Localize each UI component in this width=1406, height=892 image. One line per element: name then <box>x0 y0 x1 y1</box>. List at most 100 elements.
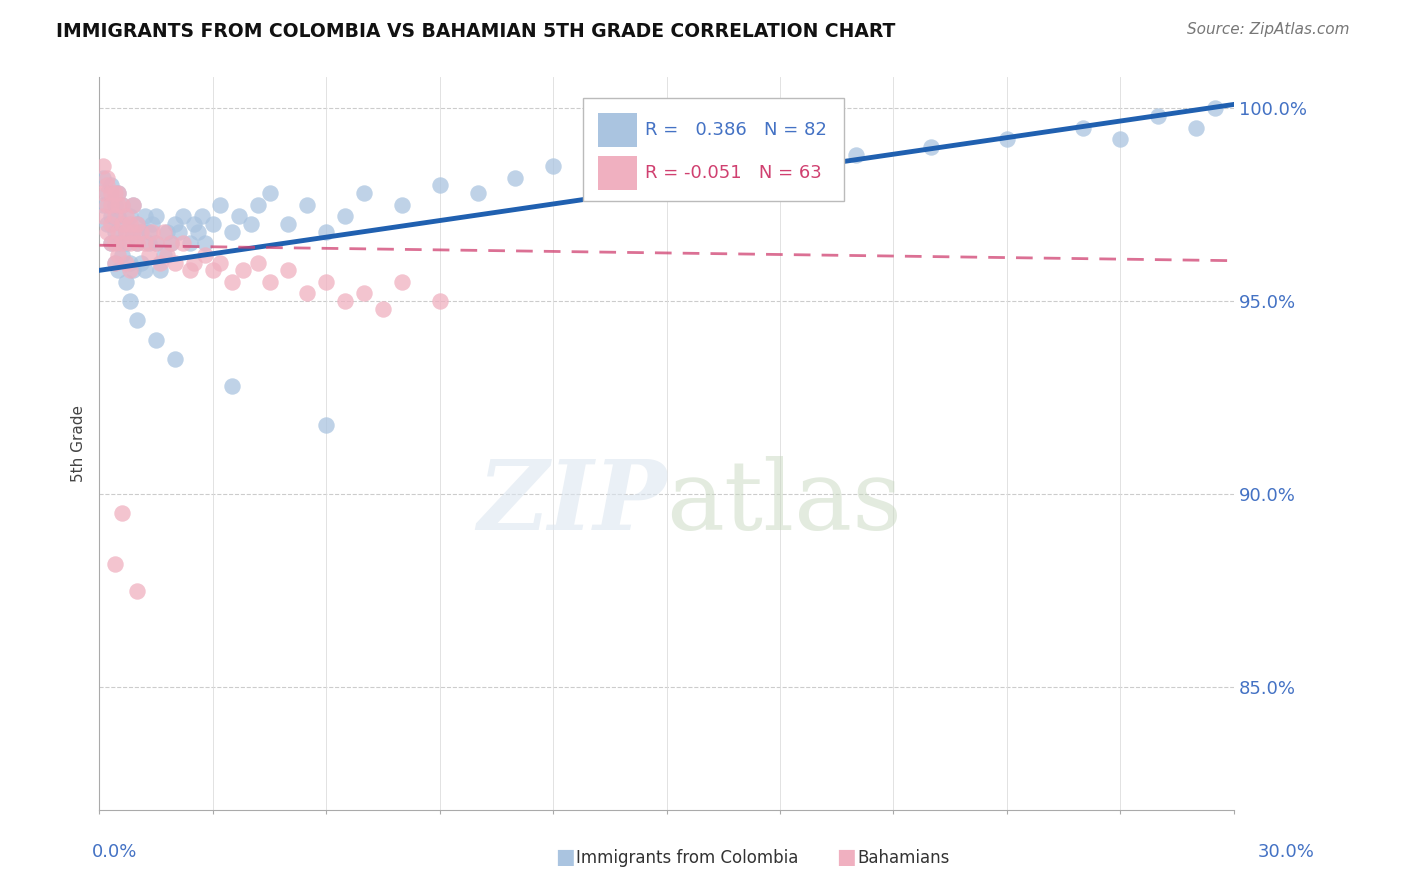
Point <box>429 294 451 309</box>
Point <box>149 263 172 277</box>
Point <box>156 248 179 262</box>
Text: Source: ZipAtlas.com: Source: ZipAtlas.com <box>1187 22 1350 37</box>
Text: ■: ■ <box>837 847 856 867</box>
Point <box>160 236 183 251</box>
Point <box>391 275 413 289</box>
Point <box>103 255 125 269</box>
Text: R =   0.386   N = 82: R = 0.386 N = 82 <box>645 121 827 139</box>
Point <box>115 225 138 239</box>
Point <box>118 217 141 231</box>
Point <box>138 236 160 251</box>
Point <box>845 147 868 161</box>
Point <box>115 255 138 269</box>
Point <box>100 178 122 193</box>
Point <box>277 217 299 231</box>
Point <box>315 275 337 289</box>
Point <box>127 236 149 251</box>
Point <box>179 263 201 277</box>
Point <box>995 132 1018 146</box>
Point <box>315 417 337 432</box>
Point <box>96 170 118 185</box>
Point <box>221 275 243 289</box>
Point <box>247 255 270 269</box>
Point <box>129 225 152 239</box>
Point <box>115 275 138 289</box>
Point <box>152 225 174 239</box>
Point <box>127 236 149 251</box>
Point <box>172 236 194 251</box>
Point <box>1071 120 1094 135</box>
Text: ■: ■ <box>555 847 575 867</box>
Point <box>141 225 163 239</box>
Point <box>920 140 942 154</box>
Point <box>107 198 129 212</box>
Point <box>91 186 114 201</box>
Point <box>201 263 224 277</box>
Point <box>1204 101 1226 115</box>
Point <box>115 236 138 251</box>
Text: R = -0.051   N = 63: R = -0.051 N = 63 <box>645 164 823 182</box>
Point <box>190 210 212 224</box>
Point <box>134 210 156 224</box>
Point <box>111 507 134 521</box>
Point <box>118 263 141 277</box>
Text: atlas: atlas <box>666 456 903 549</box>
Point <box>91 210 114 224</box>
Point <box>505 170 527 185</box>
Point <box>179 236 201 251</box>
Point <box>103 198 125 212</box>
Point <box>96 186 118 201</box>
Point <box>232 263 254 277</box>
Point <box>335 294 357 309</box>
Point <box>209 198 232 212</box>
Point <box>165 217 187 231</box>
Point <box>541 159 564 173</box>
Point <box>111 217 134 231</box>
Point <box>107 186 129 201</box>
Point <box>187 225 209 239</box>
Point <box>96 225 118 239</box>
Point <box>107 248 129 262</box>
Point <box>152 248 174 262</box>
Point <box>107 210 129 224</box>
Point <box>122 225 145 239</box>
Point <box>107 186 129 201</box>
Point <box>118 294 141 309</box>
Point <box>100 217 122 231</box>
Point <box>228 210 250 224</box>
Point <box>111 248 134 262</box>
Point <box>111 236 134 251</box>
Y-axis label: 5th Grade: 5th Grade <box>72 406 86 483</box>
Point <box>353 186 375 201</box>
Point <box>107 236 129 251</box>
Point <box>103 236 125 251</box>
Point <box>429 178 451 193</box>
Point <box>391 198 413 212</box>
Point <box>693 170 716 185</box>
Point <box>194 236 217 251</box>
Text: 0.0%: 0.0% <box>91 843 136 861</box>
Text: IMMIGRANTS FROM COLOMBIA VS BAHAMIAN 5TH GRADE CORRELATION CHART: IMMIGRANTS FROM COLOMBIA VS BAHAMIAN 5TH… <box>56 22 896 41</box>
Point <box>111 198 134 212</box>
Point <box>259 275 281 289</box>
Point <box>617 178 640 193</box>
Point <box>134 263 156 277</box>
Point <box>100 210 122 224</box>
Text: Bahamians: Bahamians <box>858 849 950 867</box>
Point <box>297 286 319 301</box>
Point <box>145 236 167 251</box>
Point <box>183 255 205 269</box>
Text: ZIP: ZIP <box>477 456 666 549</box>
Point <box>118 255 141 269</box>
Point <box>103 210 125 224</box>
Point <box>111 217 134 231</box>
Point <box>149 255 172 269</box>
Point <box>107 263 129 277</box>
Point <box>315 225 337 239</box>
Text: Immigrants from Colombia: Immigrants from Colombia <box>576 849 799 867</box>
Point <box>165 255 187 269</box>
Point <box>201 217 224 231</box>
Point <box>91 170 114 185</box>
Point <box>129 255 152 269</box>
Point <box>259 186 281 201</box>
